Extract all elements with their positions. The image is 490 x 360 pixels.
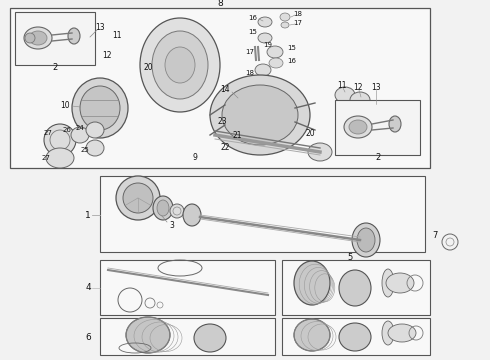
Ellipse shape <box>71 127 89 143</box>
Ellipse shape <box>386 273 414 293</box>
Text: 3: 3 <box>170 220 174 230</box>
Text: 17: 17 <box>294 20 302 26</box>
Ellipse shape <box>389 116 401 132</box>
Ellipse shape <box>68 28 80 44</box>
Bar <box>282 260 430 315</box>
Ellipse shape <box>280 13 290 21</box>
Text: 12: 12 <box>102 50 112 59</box>
Ellipse shape <box>267 46 283 58</box>
Ellipse shape <box>29 31 47 45</box>
Ellipse shape <box>157 200 169 216</box>
Text: 4: 4 <box>85 284 91 292</box>
Ellipse shape <box>294 261 330 305</box>
Text: 9: 9 <box>193 153 197 162</box>
Text: 18: 18 <box>245 70 254 76</box>
Ellipse shape <box>339 270 371 306</box>
Bar <box>15 12 95 65</box>
Ellipse shape <box>153 196 173 220</box>
Text: 24: 24 <box>75 125 84 131</box>
Ellipse shape <box>382 269 394 297</box>
Text: 5: 5 <box>347 252 353 261</box>
Ellipse shape <box>357 228 375 252</box>
Text: 21: 21 <box>232 130 242 139</box>
Text: 13: 13 <box>371 82 381 91</box>
Bar <box>100 318 275 355</box>
Text: 15: 15 <box>248 29 257 35</box>
Bar <box>0 0 490 170</box>
Ellipse shape <box>308 143 332 161</box>
Ellipse shape <box>24 27 52 49</box>
Ellipse shape <box>339 323 371 351</box>
Bar <box>100 176 425 252</box>
Ellipse shape <box>126 317 170 353</box>
Text: 20: 20 <box>143 63 153 72</box>
Bar <box>100 260 275 315</box>
Text: 20: 20 <box>305 129 315 138</box>
Text: 7: 7 <box>432 230 438 239</box>
Ellipse shape <box>152 31 208 99</box>
Ellipse shape <box>86 140 104 156</box>
Ellipse shape <box>349 120 367 134</box>
Text: 15: 15 <box>288 45 296 51</box>
Ellipse shape <box>335 87 355 103</box>
Bar <box>335 100 420 155</box>
Text: 23: 23 <box>217 117 227 126</box>
Text: 25: 25 <box>81 147 89 153</box>
Text: 14: 14 <box>220 85 230 94</box>
Ellipse shape <box>140 18 220 112</box>
Ellipse shape <box>350 92 370 108</box>
Ellipse shape <box>86 122 104 138</box>
Text: 2: 2 <box>375 153 381 162</box>
Text: 11: 11 <box>112 31 122 40</box>
Ellipse shape <box>352 223 380 257</box>
Ellipse shape <box>170 204 184 218</box>
Text: 27: 27 <box>42 155 50 161</box>
Ellipse shape <box>294 319 330 351</box>
Ellipse shape <box>44 124 76 156</box>
Bar <box>10 8 430 168</box>
Ellipse shape <box>80 86 120 130</box>
Ellipse shape <box>382 321 394 345</box>
Ellipse shape <box>25 33 35 43</box>
Ellipse shape <box>344 116 372 138</box>
Text: 13: 13 <box>95 23 105 32</box>
Ellipse shape <box>183 204 201 226</box>
Ellipse shape <box>165 47 195 83</box>
Ellipse shape <box>366 101 384 115</box>
Ellipse shape <box>194 324 226 352</box>
Text: 12: 12 <box>353 82 363 91</box>
Ellipse shape <box>222 85 298 145</box>
Ellipse shape <box>255 64 271 76</box>
Text: 18: 18 <box>294 11 302 17</box>
Ellipse shape <box>388 324 416 342</box>
Ellipse shape <box>269 58 283 68</box>
Text: 26: 26 <box>63 127 72 133</box>
Text: 16: 16 <box>248 15 258 21</box>
Text: 19: 19 <box>264 42 272 48</box>
Ellipse shape <box>258 33 272 43</box>
Text: 17: 17 <box>245 49 254 55</box>
Text: 8: 8 <box>217 0 223 9</box>
Ellipse shape <box>258 17 272 27</box>
Ellipse shape <box>72 78 128 138</box>
Text: 22: 22 <box>220 143 230 152</box>
Text: 2: 2 <box>52 63 58 72</box>
Text: 10: 10 <box>60 100 70 109</box>
Text: 16: 16 <box>288 58 296 64</box>
Text: 6: 6 <box>85 333 91 342</box>
Ellipse shape <box>116 176 160 220</box>
Bar <box>282 318 430 355</box>
Text: 11: 11 <box>337 81 347 90</box>
Ellipse shape <box>210 75 310 155</box>
Text: 27: 27 <box>44 130 52 136</box>
Ellipse shape <box>123 183 153 213</box>
Text: 1: 1 <box>85 211 91 220</box>
Ellipse shape <box>281 22 289 28</box>
Ellipse shape <box>46 148 74 168</box>
